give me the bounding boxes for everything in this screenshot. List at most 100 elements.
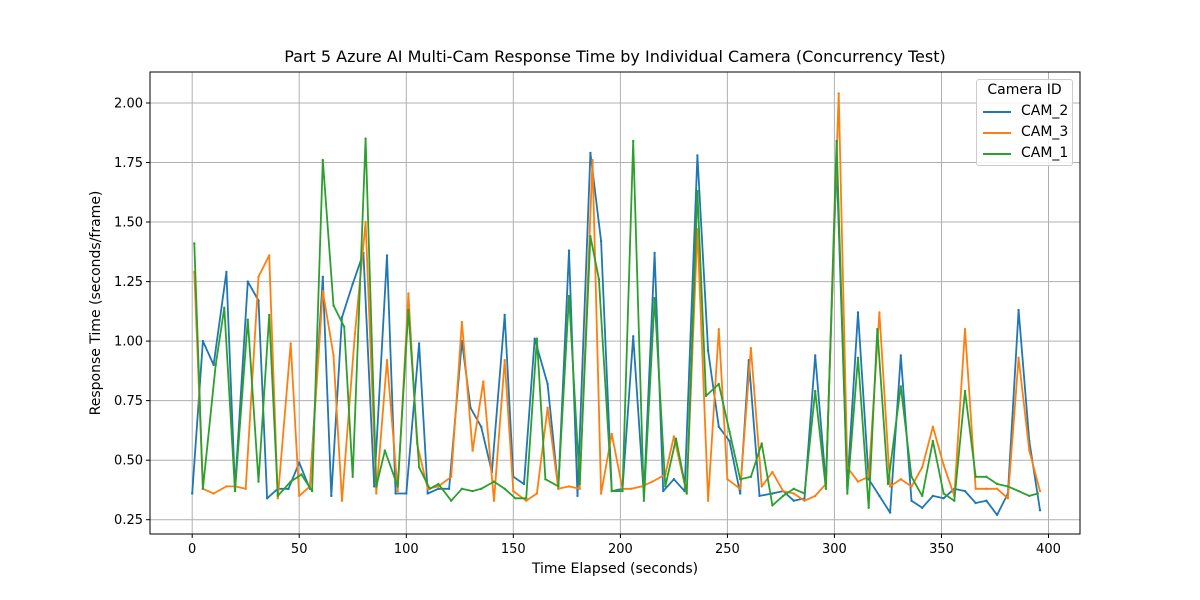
data-point-cam-3 (1028, 449, 1031, 452)
data-point-cam-1 (664, 485, 667, 488)
data-point-cam-1 (1028, 494, 1031, 498)
data-point-cam-3 (268, 254, 271, 257)
data-point-cam-1 (1036, 492, 1040, 495)
data-point-cam-2 (437, 487, 440, 490)
y-tick-label: 0.75 (114, 394, 143, 409)
data-point-cam-2 (417, 342, 421, 345)
data-point-cam-3 (610, 432, 613, 436)
data-point-cam-1 (193, 242, 196, 245)
data-point-cam-3 (749, 347, 753, 350)
x-tick-label: 100 (394, 542, 419, 557)
data-point-cam-3 (546, 406, 549, 409)
y-tick-label: 0.25 (114, 513, 143, 528)
data-point-cam-3 (460, 320, 464, 324)
data-point-cam-1 (610, 489, 613, 493)
data-point-cam-1 (567, 294, 571, 298)
data-point-cam-2 (191, 492, 194, 495)
data-point-cam-3 (567, 485, 571, 488)
y-tick-label: 1.75 (114, 156, 143, 171)
data-point-cam-1 (728, 430, 731, 433)
data-point-cam-2 (298, 461, 301, 464)
data-point-cam-2 (758, 494, 761, 498)
data-point-cam-3 (407, 292, 410, 295)
data-point-cam-1 (310, 489, 314, 493)
data-point-cam-2 (394, 492, 397, 495)
data-point-cam-1 (544, 478, 547, 481)
data-point-cam-2 (340, 316, 344, 319)
data-point-cam-3 (321, 289, 324, 293)
data-point-cam-1 (332, 304, 335, 307)
data-point-cam-2 (910, 499, 913, 502)
data-point-cam-3 (878, 311, 881, 314)
data-point-cam-3 (599, 492, 603, 495)
x-axis-label: Time Elapsed (seconds) (531, 561, 699, 577)
data-point-cam-1 (642, 499, 646, 502)
data-point-cam-1 (899, 385, 902, 388)
data-point-cam-2 (888, 511, 892, 514)
legend-swatch-cam-1 (983, 153, 1011, 155)
data-point-cam-1 (1006, 485, 1010, 488)
data-point-cam-3 (482, 380, 485, 383)
data-point-cam-2 (942, 497, 945, 500)
data-point-cam-1 (375, 485, 378, 488)
y-tick-label: 2.00 (114, 97, 143, 112)
data-point-cam-3 (525, 499, 528, 502)
data-point-cam-3 (298, 494, 301, 498)
data-point-cam-1 (685, 492, 688, 495)
data-point-cam-1 (321, 158, 324, 162)
data-point-cam-3 (739, 487, 742, 490)
plot-frame (149, 71, 1081, 535)
data-point-cam-3 (503, 359, 506, 362)
data-point-cam-1 (460, 487, 464, 490)
data-point-cam-3 (426, 487, 429, 490)
data-point-cam-1 (1017, 489, 1020, 493)
data-point-cam-1 (268, 313, 271, 317)
data-point-cam-1 (383, 449, 387, 452)
data-point-cam-1 (632, 139, 635, 143)
data-point-cam-1 (289, 480, 292, 483)
data-point-cam-1 (781, 494, 785, 498)
data-point-cam-3 (276, 497, 279, 500)
data-point-cam-2 (225, 270, 228, 274)
data-point-cam-3 (803, 499, 806, 502)
data-point-cam-3 (717, 328, 720, 331)
data-point-cam-1 (503, 487, 506, 490)
data-point-cam-1 (257, 480, 260, 483)
data-point-cam-2 (287, 487, 290, 490)
data-point-cam-1 (450, 499, 453, 502)
data-point-cam-3 (396, 489, 399, 493)
data-point-cam-2 (576, 494, 579, 498)
data-point-cam-1 (471, 489, 474, 493)
data-point-cam-3 (578, 487, 581, 490)
y-tick-label: 1.50 (114, 216, 143, 231)
data-point-cam-1 (985, 475, 988, 478)
data-point-cam-3 (1006, 497, 1010, 500)
data-point-cam-2 (706, 349, 710, 352)
data-point-cam-2 (265, 497, 269, 500)
data-point-cam-1 (749, 475, 753, 478)
data-point-cam-1 (910, 475, 913, 478)
data-point-cam-2 (599, 239, 603, 243)
data-point-cam-3 (257, 275, 260, 278)
data-point-cam-3 (781, 489, 785, 493)
data-point-cam-1 (876, 328, 879, 331)
data-point-cam-3 (332, 354, 335, 357)
legend-label-cam-1: CAM_1 (1021, 145, 1069, 161)
data-point-cam-2 (792, 499, 795, 502)
data-point-cam-1 (597, 278, 601, 281)
data-point-cam-3 (375, 492, 378, 495)
data-point-cam-1 (856, 356, 860, 359)
data-point-cam-1 (201, 487, 205, 490)
data-point-cam-2 (351, 282, 354, 286)
data-point-cam-1 (704, 394, 708, 398)
data-point-cam-2 (717, 425, 720, 428)
data-point-cam-2 (963, 489, 967, 493)
data-point-cam-2 (814, 354, 817, 357)
data-point-cam-1 (886, 482, 890, 486)
x-tick-label: 400 (1036, 542, 1061, 557)
data-point-cam-3 (492, 499, 496, 502)
series-line-cam-1 (193, 137, 1039, 509)
y-tick-label: 0.50 (114, 454, 143, 469)
data-point-cam-1 (621, 489, 624, 493)
data-point-cam-3 (225, 485, 228, 488)
